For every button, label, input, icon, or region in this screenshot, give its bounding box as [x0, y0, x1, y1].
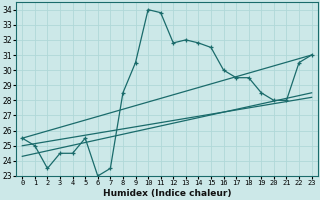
X-axis label: Humidex (Indice chaleur): Humidex (Indice chaleur) [103, 189, 231, 198]
